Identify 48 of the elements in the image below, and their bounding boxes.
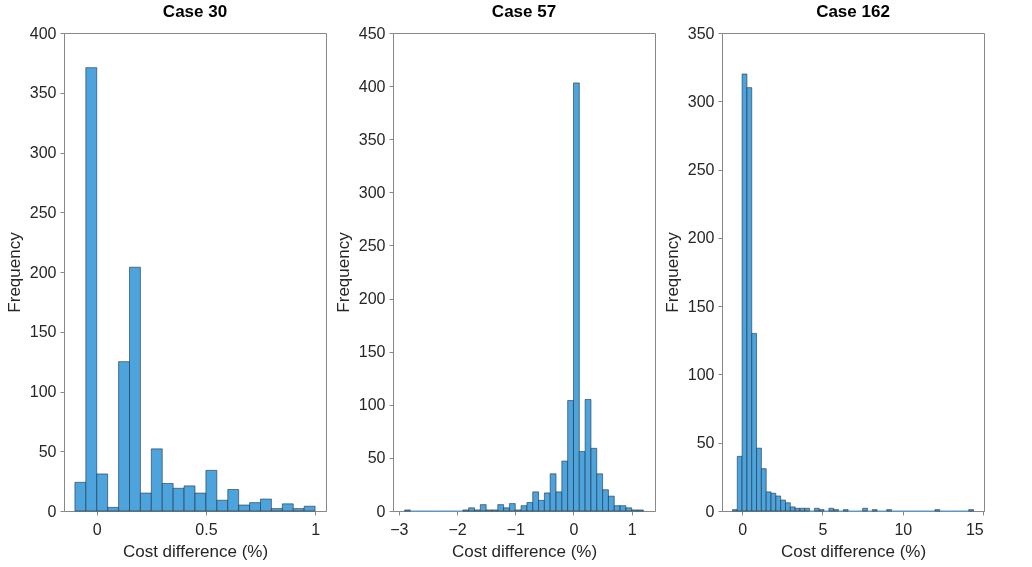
y-tick-label: 200 — [29, 263, 57, 281]
y-tick-label: 200 — [687, 229, 715, 247]
x-tick-label: 5 — [818, 520, 828, 538]
y-axis-title: Frequency — [662, 231, 682, 313]
x-tick-label: −2 — [448, 520, 467, 538]
y-tick-label: 250 — [29, 203, 57, 221]
y-tick-label: 400 — [29, 24, 57, 42]
y-tick-label: 350 — [358, 130, 386, 148]
y-tick-label: 0 — [376, 502, 386, 520]
y-tick-label: 0 — [705, 502, 715, 520]
y-tick-label: 250 — [687, 161, 715, 179]
y-tick-label: 250 — [358, 236, 386, 254]
y-tick-label: 350 — [29, 84, 57, 102]
y-tick-label: 100 — [687, 365, 715, 383]
y-tick-label: 450 — [358, 24, 386, 42]
y-tick-label: 300 — [687, 92, 715, 110]
chart-title: Case 162 — [816, 2, 890, 21]
y-tick-label: 400 — [358, 77, 386, 95]
y-tick-label: 350 — [687, 24, 715, 42]
x-tick-label: 1 — [627, 520, 637, 538]
y-tick-label: 150 — [358, 343, 386, 361]
y-tick-label: 150 — [687, 297, 715, 315]
x-tick-label: 0 — [569, 520, 579, 538]
y-tick-label: 100 — [29, 383, 57, 400]
x-tick-label: 10 — [894, 520, 913, 538]
x-tick-label: −1 — [506, 520, 525, 538]
y-tick-label: 150 — [29, 323, 57, 341]
chart-title: Case 57 — [491, 2, 557, 21]
chart-title: Case 30 — [162, 2, 228, 21]
x-tick-label: 0.5 — [195, 520, 218, 538]
y-tick-label: 300 — [358, 183, 386, 201]
y-tick-label: 50 — [38, 442, 57, 460]
y-tick-label: 50 — [367, 449, 386, 467]
y-tick-label: 300 — [29, 144, 57, 161]
x-tick-label: 0 — [92, 520, 102, 538]
x-axis-title: Cost difference (%) — [780, 541, 927, 561]
y-tick-label: 50 — [696, 434, 715, 452]
x-axis-title: Cost difference (%) — [122, 541, 269, 561]
y-axis-title: Frequency — [333, 231, 353, 313]
y-axis-title: Frequency — [4, 231, 24, 313]
x-tick-label: 15 — [965, 520, 984, 538]
x-tick-label: 1 — [311, 520, 321, 538]
x-tick-label: 0 — [738, 520, 748, 538]
x-tick-label: −3 — [390, 520, 409, 538]
y-tick-label: 200 — [358, 290, 386, 308]
y-tick-label: 100 — [358, 396, 386, 414]
y-tick-label: 0 — [47, 502, 57, 520]
x-axis-title: Cost difference (%) — [451, 541, 598, 561]
